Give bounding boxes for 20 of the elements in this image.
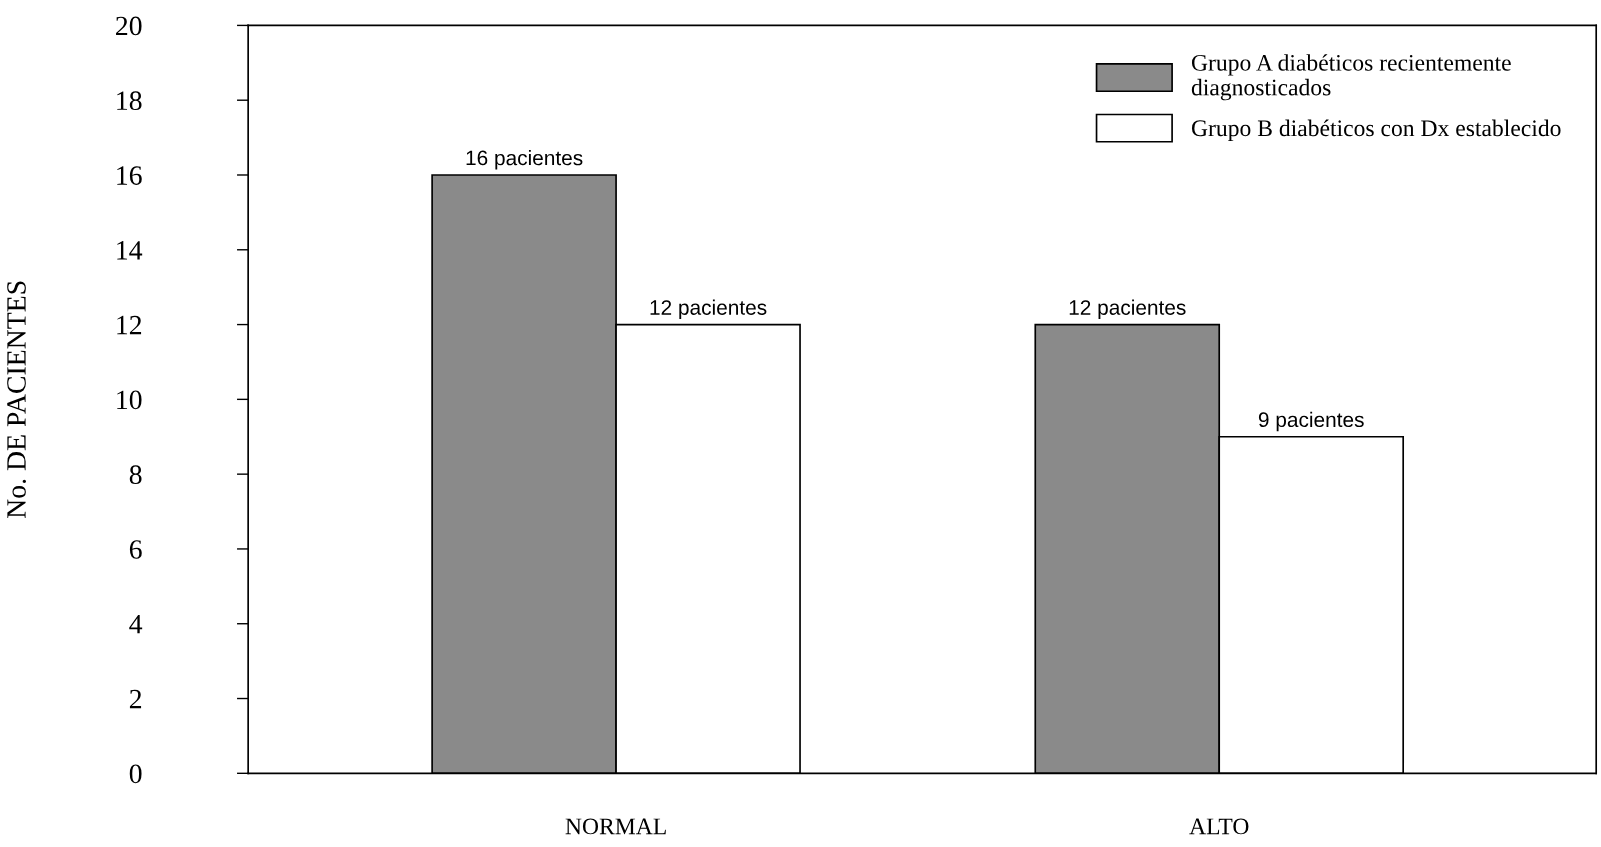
y-tick-label: 6: [129, 540, 142, 559]
y-tick-label: 8: [129, 465, 142, 485]
x-tick-label: NORMAL: [565, 818, 666, 835]
y-tick-label: 2: [129, 689, 142, 709]
data-label: 9 pacientes: [1258, 411, 1364, 432]
legend-label: Grupo A diabéticos recientemente diagnosticados: [1191, 54, 1511, 101]
y-tick-label: 12: [117, 315, 142, 335]
data-label: 12 pacientes: [650, 299, 767, 320]
x-tick-label: ALTO: [1189, 818, 1249, 835]
legend-label: Grupo B diabéticos con Dx establecido: [1191, 119, 1561, 142]
y-tick-label: 18: [117, 91, 142, 111]
y-tick-label: 4: [129, 615, 143, 634]
y-tick-label: 16: [117, 166, 142, 185]
y-tick-label: 14: [117, 241, 143, 260]
y-tick-label: 20: [116, 16, 142, 36]
y-tick-label: 10: [117, 390, 142, 410]
y-axis-title: No. DE PACIENTES: [7, 281, 26, 519]
data-label: 12 pacientes: [1069, 299, 1186, 320]
y-tick-label: 0: [129, 764, 142, 784]
data-label: 16 pacientes: [466, 150, 583, 170]
